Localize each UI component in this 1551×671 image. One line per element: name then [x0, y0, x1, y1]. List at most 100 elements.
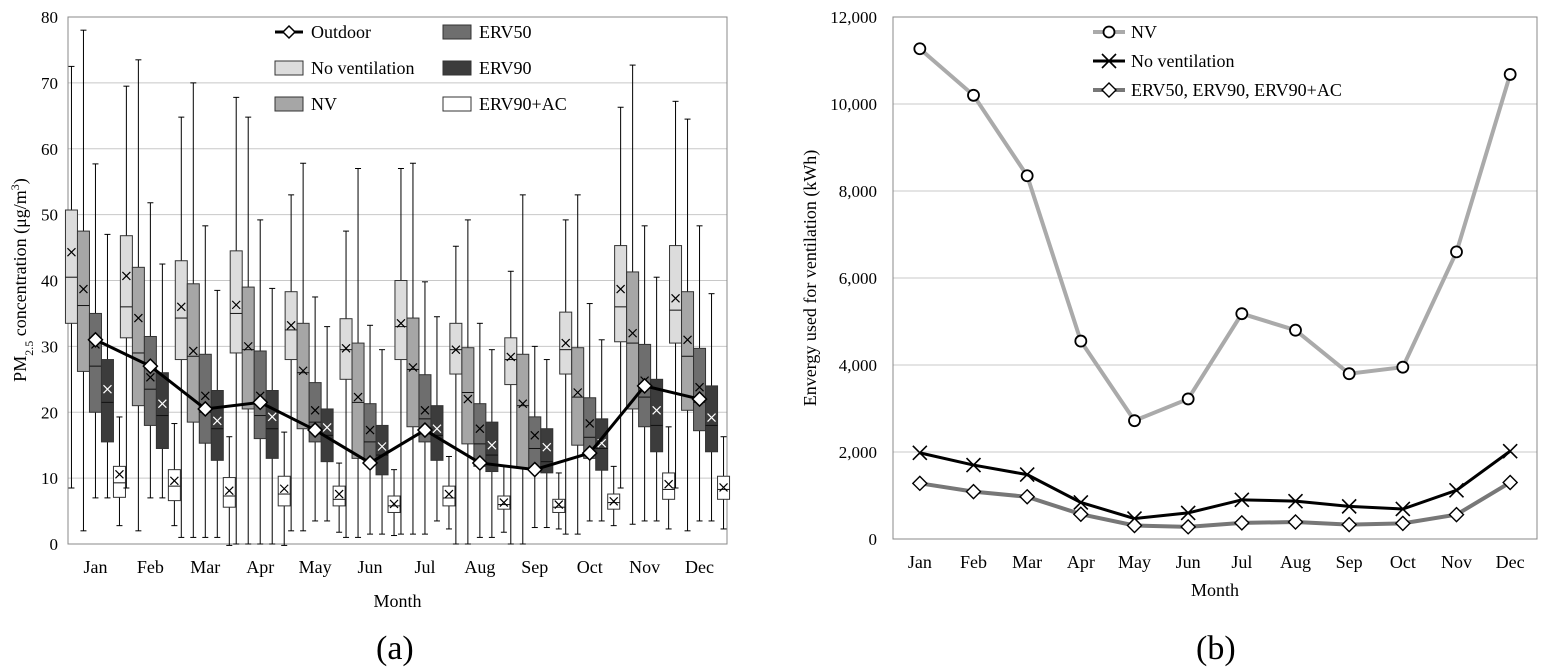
y-axis-title-a: PM2.5 concentration (μg/m3)	[8, 178, 36, 382]
box-mean-marker	[310, 405, 320, 415]
box	[626, 271, 640, 410]
x-axis-title-a: Month	[373, 591, 421, 611]
box-mean-marker	[408, 363, 418, 372]
panel-label-b: (b)	[1196, 630, 1236, 667]
box	[186, 283, 200, 423]
outdoor-marker	[416, 421, 434, 439]
box-mean-marker	[133, 313, 143, 323]
box	[504, 337, 518, 386]
box-mean-marker	[695, 382, 704, 392]
box-mean-marker	[322, 422, 332, 432]
ytick-label-b: 2,000	[839, 443, 877, 462]
box-mean-marker	[341, 343, 351, 353]
box-mean-marker	[561, 338, 571, 348]
series-marker	[1289, 323, 1302, 337]
box-mean-marker	[664, 479, 674, 489]
ytick-label-a: 50	[41, 206, 58, 225]
ytick-label-a: 30	[41, 337, 58, 356]
series-marker	[1342, 367, 1356, 381]
box-mean-marker	[188, 346, 198, 356]
chart-a: 0 10 20 30 40 50 60 70 80 Jan Feb Mar Apr May Jun Jul Au…	[8, 8, 731, 611]
box-mean-marker	[176, 302, 186, 312]
box	[669, 245, 683, 344]
legend-swatch	[442, 24, 472, 40]
series-marker	[1073, 494, 1089, 511]
box-mean-marker	[475, 424, 485, 434]
box-mean-marker	[671, 293, 680, 303]
plot-frame-b	[892, 16, 1538, 540]
box	[76, 230, 90, 372]
series-marker	[1448, 482, 1465, 498]
box-mean-marker	[67, 247, 76, 257]
outdoor-marker	[471, 454, 488, 472]
series-marker	[1072, 506, 1089, 523]
legend-marker-b	[1102, 25, 1116, 39]
box-mean-marker	[518, 399, 528, 409]
outdoor-marker	[691, 391, 708, 408]
y-axis-title-b: Envergy used for ventilation (kWh)	[800, 150, 821, 407]
box-mean-marker	[499, 498, 509, 508]
box	[112, 465, 126, 498]
outdoor-marker	[252, 394, 269, 411]
box-mean-marker	[298, 366, 308, 376]
box-mean-marker	[353, 392, 363, 402]
ytick-label-b: 4,000	[839, 356, 877, 375]
box	[363, 403, 377, 463]
series-marker	[1020, 169, 1034, 183]
series-marker	[1341, 516, 1358, 533]
series-marker	[1128, 414, 1141, 428]
ytick-label-a: 70	[41, 74, 58, 93]
box-mean-marker	[224, 486, 234, 496]
series-line	[919, 449, 1512, 521]
legend-label: NV	[311, 94, 337, 114]
outdoor-marker	[197, 400, 214, 418]
box-mean-marker	[212, 416, 222, 426]
series-marker	[1287, 493, 1304, 509]
box	[614, 245, 628, 343]
series-marker	[911, 475, 928, 492]
box-mean-marker	[145, 372, 155, 382]
box	[693, 347, 707, 432]
ytick-label-b: 6,000	[839, 269, 877, 288]
xtick-label-b: May	[1118, 552, 1151, 572]
box	[155, 372, 169, 449]
box	[222, 477, 236, 508]
series-marker	[1341, 498, 1357, 514]
series-marker	[965, 457, 982, 473]
box-mean-marker	[389, 499, 399, 509]
box	[229, 250, 243, 354]
ytick-label-a: 60	[41, 140, 58, 159]
xtick-label-b: Jan	[908, 552, 932, 572]
box	[461, 347, 475, 445]
series-marker	[1180, 505, 1196, 521]
xtick-label-a: Oct	[577, 557, 603, 577]
box-mean-marker	[451, 345, 461, 355]
series-marker	[1180, 518, 1197, 535]
series-marker	[965, 483, 982, 500]
series-marker	[1234, 492, 1250, 508]
xtick-label-a: Apr	[246, 557, 274, 577]
outdoor-marker	[581, 445, 598, 462]
series-marker	[1233, 514, 1250, 531]
box	[167, 469, 181, 502]
series-marker	[1396, 360, 1410, 374]
box	[552, 498, 566, 513]
box-mean-marker	[115, 469, 124, 479]
outdoor-marker	[307, 421, 324, 439]
box-mean-marker	[334, 489, 344, 499]
box-mean-marker	[609, 496, 619, 506]
box-mean-marker	[157, 399, 167, 409]
series-marker	[1235, 307, 1249, 321]
box-mean-marker	[652, 405, 662, 415]
legend-label-b: NV	[1131, 22, 1157, 42]
x-axis-title-b: Month	[1191, 580, 1239, 600]
outdoor-marker	[526, 461, 543, 478]
box	[174, 260, 188, 361]
box	[406, 317, 420, 428]
legend-label: ERV90	[479, 58, 532, 78]
box-mean-marker	[444, 489, 454, 499]
box	[100, 359, 114, 443]
ytick-label-a: 40	[41, 272, 58, 291]
box-mean-marker	[267, 412, 277, 422]
xtick-label-a: Aug	[464, 557, 495, 577]
